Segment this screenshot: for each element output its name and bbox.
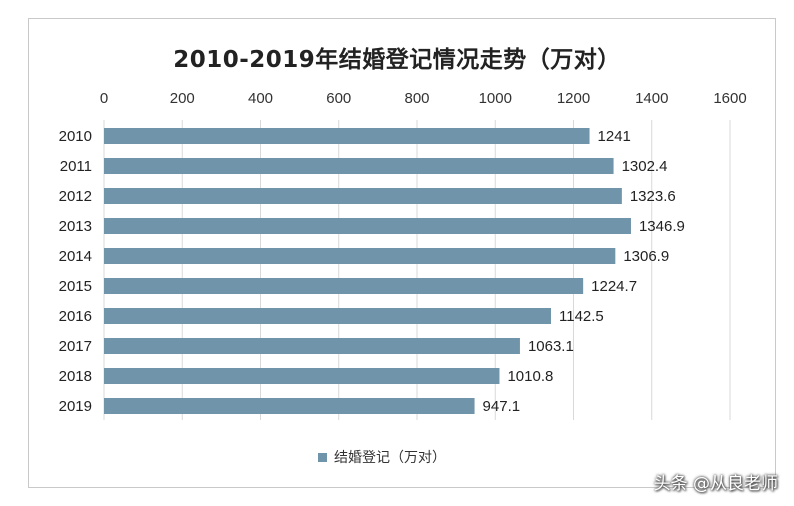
watermark: 头条 @从良老师: [653, 474, 778, 494]
data-label: 1346.9: [639, 218, 685, 235]
y-category-label: 2012: [59, 188, 92, 205]
data-label: 1010.8: [507, 368, 553, 385]
x-tick-label: 1400: [635, 90, 668, 107]
x-tick-label: 1600: [713, 90, 746, 107]
x-tick-label: 800: [404, 90, 429, 107]
bar: [104, 158, 614, 174]
x-tick-label: 1200: [557, 90, 590, 107]
data-label: 1306.9: [623, 248, 669, 265]
y-category-label: 2011: [60, 158, 92, 175]
x-axis-ticks: 0 200 400 600 800 1000 1200 1400 1600: [100, 90, 747, 107]
data-label: 1241: [598, 128, 631, 145]
y-category-label: 2010: [59, 128, 92, 145]
bar: [104, 368, 500, 384]
bar: [104, 248, 616, 264]
bar: [104, 308, 552, 324]
bar: [104, 398, 475, 414]
y-category-label: 2019: [59, 398, 92, 415]
data-label: 1302.4: [622, 158, 668, 175]
y-axis-categories: 2010 2011 2012 2013 2014 2015 2016 2017 2018 2019: [59, 128, 92, 415]
legend-swatch: [318, 453, 327, 462]
bar: [104, 128, 590, 144]
data-label: 1323.6: [630, 188, 676, 205]
bars: [104, 128, 631, 414]
bar: [104, 218, 631, 234]
y-category-label: 2013: [59, 218, 92, 235]
x-tick-label: 600: [326, 90, 351, 107]
data-label: 1063.1: [528, 338, 574, 355]
bar: [104, 278, 584, 294]
y-category-label: 2017: [59, 338, 92, 355]
data-label: 947.1: [483, 398, 521, 415]
y-category-label: 2018: [59, 368, 92, 385]
data-labels: 1241 1302.4 1323.6 1346.9 1306.9 1224.7 1142.5…: [483, 128, 685, 415]
x-tick-label: 400: [248, 90, 273, 107]
data-label: 1142.5: [559, 308, 604, 325]
legend-label: 结婚登记（万对）: [334, 450, 446, 466]
data-label: 1224.7: [591, 278, 637, 295]
y-category-label: 2015: [59, 278, 92, 295]
bar: [104, 188, 622, 204]
bar: [104, 338, 520, 354]
y-category-label: 2014: [59, 248, 92, 265]
legend: 结婚登记（万对）: [318, 450, 446, 466]
x-tick-label: 0: [100, 90, 108, 107]
x-tick-label: 200: [170, 90, 195, 107]
chart-title: 2010-2019年结婚登记情况走势（万对）: [173, 47, 621, 73]
x-tick-label: 1000: [479, 90, 512, 107]
y-category-label: 2016: [59, 308, 92, 325]
